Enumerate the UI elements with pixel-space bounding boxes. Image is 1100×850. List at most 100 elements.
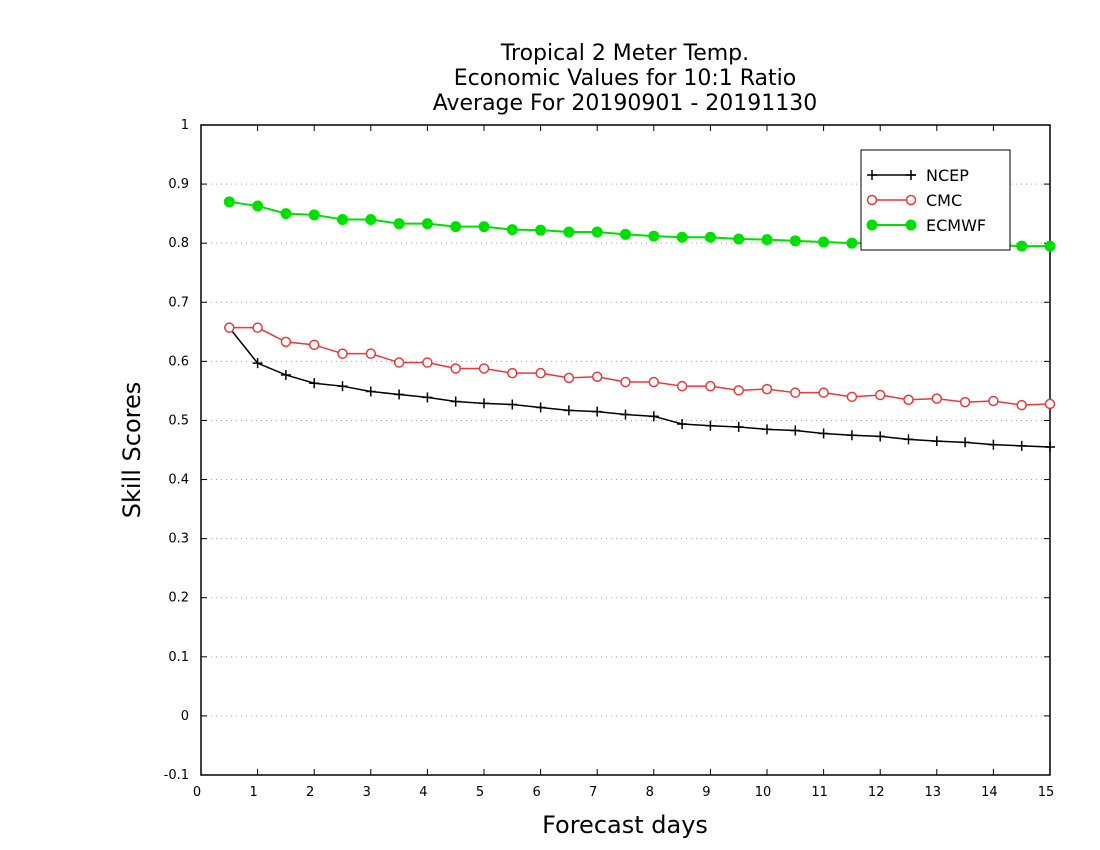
cmc-point bbox=[988, 395, 999, 407]
ncep-point bbox=[507, 399, 518, 410]
ncep-point bbox=[280, 369, 291, 380]
cmc-point bbox=[450, 363, 461, 374]
ecmwf-point bbox=[450, 221, 462, 233]
ecmwf-point bbox=[252, 200, 264, 212]
y-tick-label: 0.7 bbox=[168, 295, 189, 310]
cmc-point bbox=[365, 348, 377, 359]
ecmwf-point bbox=[789, 235, 801, 247]
cmc-point bbox=[224, 322, 235, 333]
ncep-point bbox=[535, 402, 546, 413]
ecmwf-point bbox=[591, 226, 603, 238]
y-tick-label: 0.3 bbox=[168, 532, 189, 547]
ncep-point bbox=[479, 398, 489, 409]
legend-label-cmc: CMC bbox=[926, 191, 962, 210]
x-tick-label: 11 bbox=[811, 785, 828, 800]
ncep-point bbox=[705, 420, 716, 431]
cmc-point bbox=[733, 385, 744, 396]
cmc-point bbox=[874, 389, 886, 401]
cmc-point bbox=[705, 380, 716, 392]
ncep-point bbox=[931, 436, 942, 447]
y-axis: -0.1 0 0.1 0.2 0.3 0.4 0.5 0.6 0.7 0.8 0.9 1 bbox=[164, 118, 1050, 783]
legend-marker bbox=[866, 219, 878, 231]
ncep-line bbox=[228, 327, 1051, 448]
title-line-3: Average For 20190901 - 20191130 bbox=[433, 91, 818, 116]
cmc-point bbox=[280, 336, 292, 348]
cmc-line bbox=[229, 326, 1051, 406]
ecmwf-point bbox=[308, 209, 320, 221]
grid-lines bbox=[201, 183, 1050, 717]
legend-marker bbox=[905, 194, 917, 206]
legend-marker bbox=[905, 219, 917, 231]
legend-marker bbox=[906, 170, 916, 180]
y-tick-label: 0.2 bbox=[168, 591, 189, 606]
ncep-point bbox=[1045, 442, 1055, 453]
x-tick-label: 5 bbox=[476, 785, 484, 800]
x-tick-label: 2 bbox=[306, 785, 314, 800]
ecmwf-point bbox=[337, 214, 348, 226]
ncep-point bbox=[365, 386, 376, 397]
legend-marker bbox=[866, 194, 878, 206]
cmc-point bbox=[507, 367, 518, 379]
ncep-point bbox=[677, 419, 688, 429]
cmc-point bbox=[903, 394, 914, 406]
cmc-point bbox=[535, 367, 546, 379]
cmc-point bbox=[337, 348, 348, 359]
cmc-point bbox=[818, 387, 829, 398]
legend-item-cmc: CMC bbox=[866, 191, 962, 210]
ecmwf-point bbox=[365, 214, 377, 226]
legend-label-ecmwf: ECMWF bbox=[926, 216, 986, 235]
cmc-point bbox=[478, 363, 490, 374]
ncep-point bbox=[903, 434, 914, 445]
ncep-point bbox=[450, 396, 461, 407]
ncep-point bbox=[563, 405, 574, 416]
x-tick-label: 1 bbox=[249, 785, 257, 800]
legend-item-ecmwf: ECMWF bbox=[866, 216, 986, 235]
y-tick-label: 0.4 bbox=[168, 473, 189, 488]
cmc-point bbox=[422, 357, 433, 368]
cmc-point bbox=[620, 376, 631, 388]
cmc-point bbox=[308, 339, 320, 351]
legend-item-ncep: NCEP bbox=[867, 166, 969, 185]
ncep-point bbox=[422, 392, 433, 403]
y-tick-label: 0.1 bbox=[168, 650, 189, 665]
title-line-1: Tropical 2 Meter Temp. bbox=[500, 41, 749, 66]
ecmwf-point bbox=[761, 234, 773, 246]
ecmwf-point bbox=[563, 226, 575, 238]
ncep-point bbox=[252, 358, 263, 369]
ncep-point bbox=[846, 430, 857, 441]
x-tick-label: 13 bbox=[925, 785, 942, 800]
ncep-point bbox=[337, 381, 348, 392]
ncep-point bbox=[790, 425, 801, 436]
ecmwf-point bbox=[648, 230, 660, 242]
ncep-point bbox=[309, 378, 320, 389]
ncep-point bbox=[875, 431, 886, 442]
x-tick-label: 3 bbox=[363, 785, 371, 800]
x-tick-label: 8 bbox=[646, 785, 654, 800]
ecmwf-point bbox=[506, 224, 518, 236]
y-tick-label: 0 bbox=[181, 709, 189, 724]
cmc-point bbox=[252, 322, 263, 333]
ecmwf-point bbox=[280, 208, 292, 220]
legend-marker bbox=[867, 170, 877, 180]
legend-label-ncep: NCEP bbox=[926, 166, 969, 185]
cmc-point bbox=[1016, 399, 1027, 411]
ncep-point bbox=[733, 421, 744, 432]
ncep-point bbox=[648, 411, 659, 422]
cmc-point bbox=[959, 396, 971, 408]
y-tick-label: -0.1 bbox=[164, 768, 189, 783]
ncep-point bbox=[762, 424, 772, 435]
ecmwf-point bbox=[676, 231, 688, 243]
cmc-point bbox=[761, 383, 773, 395]
cmc-point bbox=[931, 393, 943, 404]
ecmwf-point bbox=[1016, 240, 1028, 252]
ecmwf-point bbox=[393, 218, 405, 230]
ecmwf-point bbox=[1044, 240, 1056, 252]
x-tick-label: 0 bbox=[193, 785, 201, 800]
ecmwf-point bbox=[421, 218, 433, 230]
cmc-point bbox=[1044, 398, 1056, 410]
x-tick-label: 15 bbox=[1038, 785, 1055, 800]
series-ncep bbox=[224, 322, 1055, 453]
x-tick-label: 10 bbox=[755, 785, 772, 800]
ecmwf-point bbox=[733, 233, 745, 245]
ecmwf-point bbox=[704, 231, 716, 243]
